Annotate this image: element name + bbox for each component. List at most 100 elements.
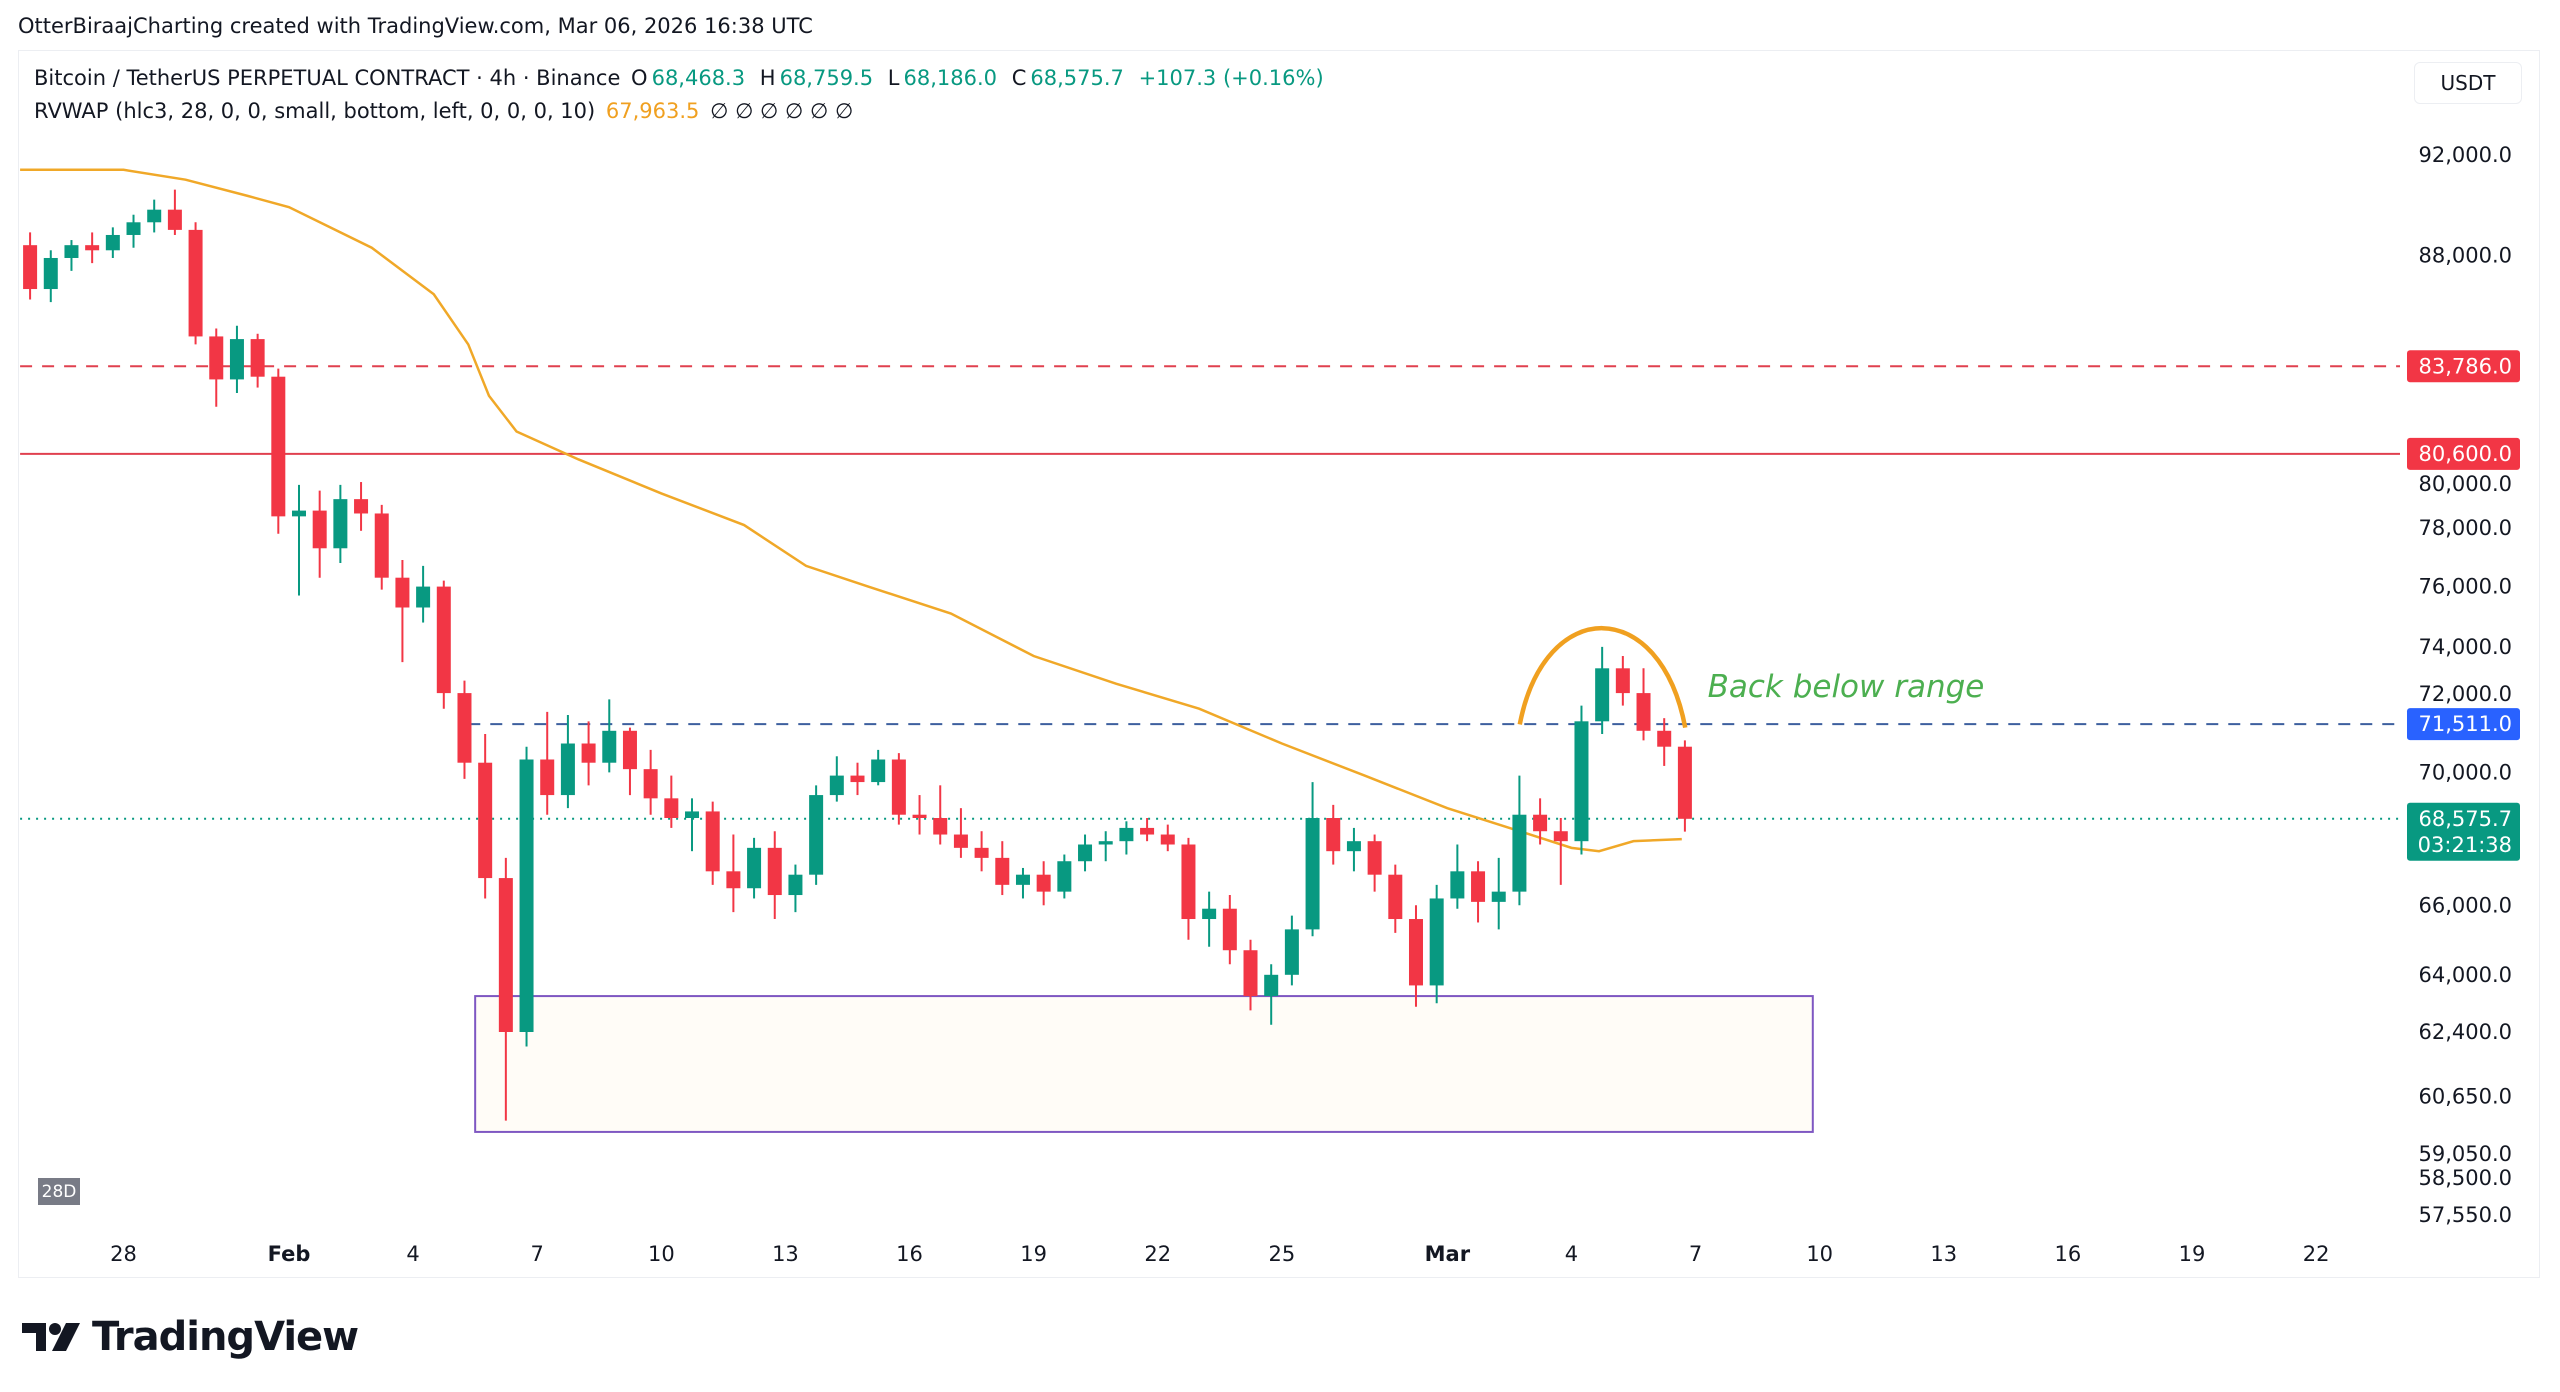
candle-body [788, 874, 803, 896]
chart-credit: OtterBiraajCharting created with Trading… [18, 14, 813, 38]
candle-body [1222, 908, 1237, 951]
candle-body [1429, 898, 1444, 986]
annotation-text: Back below range [1708, 669, 1985, 705]
price-tick-label: 66,000.0 [2418, 893, 2512, 917]
candle-body [933, 818, 948, 835]
indicator-empty-values: ∅ ∅ ∅ ∅ ∅ ∅ [710, 99, 854, 123]
price-label-text: 68,575.7 [2418, 807, 2512, 831]
candle-body [809, 795, 824, 875]
price-label-badge [2407, 437, 2520, 470]
candle-body [1533, 814, 1548, 832]
logo-text: TradingView [92, 1314, 359, 1360]
countdown-label: 03:21:38 [2418, 833, 2512, 857]
rvwap-series [20, 168, 1682, 853]
time-tick-label: 13 [772, 1242, 799, 1266]
price-tick-label: 78,000.0 [2418, 516, 2512, 540]
candle-body [1367, 841, 1382, 875]
candle-body [1057, 861, 1072, 892]
candle-body [850, 775, 865, 783]
candle-body [1015, 874, 1030, 885]
time-tick-label: 19 [1020, 1242, 1047, 1266]
time-tick-label: 10 [1806, 1242, 1833, 1266]
range-box-rect [474, 995, 1814, 1133]
price-tick-label: 57,550.0 [2418, 1203, 2512, 1227]
candle-body [64, 245, 79, 258]
price-tick-label: 64,000.0 [2418, 963, 2512, 987]
time-tick-label: 16 [896, 1242, 923, 1266]
candle-body [1160, 834, 1175, 845]
currency-button[interactable]: USDT [2414, 62, 2522, 104]
price-tick-label: 74,000.0 [2418, 635, 2512, 659]
price-label-text: 83,786.0 [2418, 354, 2512, 378]
candle-body [1119, 827, 1134, 842]
candle-body [974, 847, 989, 858]
time-tick-label: 13 [1930, 1242, 1957, 1266]
candle-body [1284, 929, 1299, 975]
horizontal-lines [20, 365, 2400, 820]
candle-body [1491, 891, 1506, 902]
candle-body [1636, 693, 1651, 731]
indicator-value: 67,963.5 [605, 99, 700, 123]
candle-body [126, 222, 141, 235]
candle-body [1677, 746, 1692, 819]
candle-body [1408, 919, 1423, 986]
price-labels: 83,786.0 80,600.0 71,511.0 68,575.703:21:38 [2407, 350, 2520, 861]
open-value: 68,468.3 [651, 66, 746, 90]
candle-body [395, 577, 410, 608]
candle-body [602, 730, 617, 763]
range-box [474, 995, 1814, 1133]
candle-body [664, 798, 679, 819]
candle-body [1512, 814, 1527, 892]
candle-body [1243, 950, 1258, 997]
symbol-legend: Bitcoin / TetherUS PERPETUAL CONTRACT · … [34, 66, 1328, 90]
candle-body [188, 229, 203, 337]
candles [23, 189, 1692, 1121]
candle-body [1471, 871, 1486, 902]
candle-body [995, 857, 1010, 885]
close-value: 68,575.7 [1030, 66, 1124, 90]
time-tick-label: Mar [1425, 1242, 1471, 1266]
candle-body [1098, 841, 1113, 845]
candle-body [105, 234, 120, 251]
candle-body [167, 209, 182, 230]
candle-body [891, 759, 906, 815]
price-tick-label: 92,000.0 [2418, 143, 2512, 167]
candle-body [147, 209, 162, 223]
candle-body [478, 762, 493, 879]
annotations: Back below range [1517, 625, 1985, 729]
indicator-name[interactable]: RVWAP (hlc3, 28, 0, 0, small, bottom, le… [34, 99, 596, 123]
time-tick-label: Feb [268, 1242, 311, 1266]
candle-body [1140, 827, 1155, 835]
tradingview-logo[interactable]: TradingView [22, 1314, 359, 1360]
candle-body [374, 513, 389, 578]
candle-body [1657, 730, 1672, 747]
candle-body [498, 878, 513, 1032]
candle-body [560, 743, 575, 796]
candle-body [871, 759, 886, 783]
symbol-name[interactable]: Bitcoin / TetherUS PERPETUAL CONTRACT · … [34, 66, 621, 90]
time-tick-label: 28 [110, 1242, 137, 1266]
candle-body [85, 245, 100, 251]
candle-body [1346, 841, 1361, 852]
candle-body [953, 834, 968, 848]
candle-body [229, 339, 244, 380]
candle-body [43, 257, 58, 290]
candle-body [1615, 668, 1630, 694]
candle-body [1595, 668, 1610, 722]
candle-body [581, 743, 596, 763]
open-label: O [631, 66, 648, 90]
price-tick-label: 60,650.0 [2418, 1084, 2512, 1108]
close-label: C [1011, 66, 1027, 90]
candle-body [1078, 844, 1093, 862]
range-badge[interactable]: 28D [38, 1178, 80, 1205]
indicator-legend: RVWAP (hlc3, 28, 0, 0, small, bottom, le… [34, 99, 857, 123]
candle-body [1574, 721, 1589, 842]
candle-body [519, 759, 534, 1032]
candle-body [333, 499, 348, 549]
price-axis: 57,550.0 58,500.059,050.0 60,650.0 62,400.0… [2418, 143, 2512, 1227]
candle-body [436, 586, 451, 694]
candle-body [1553, 831, 1568, 842]
candle-body [416, 586, 431, 608]
candle-body [1450, 871, 1465, 899]
